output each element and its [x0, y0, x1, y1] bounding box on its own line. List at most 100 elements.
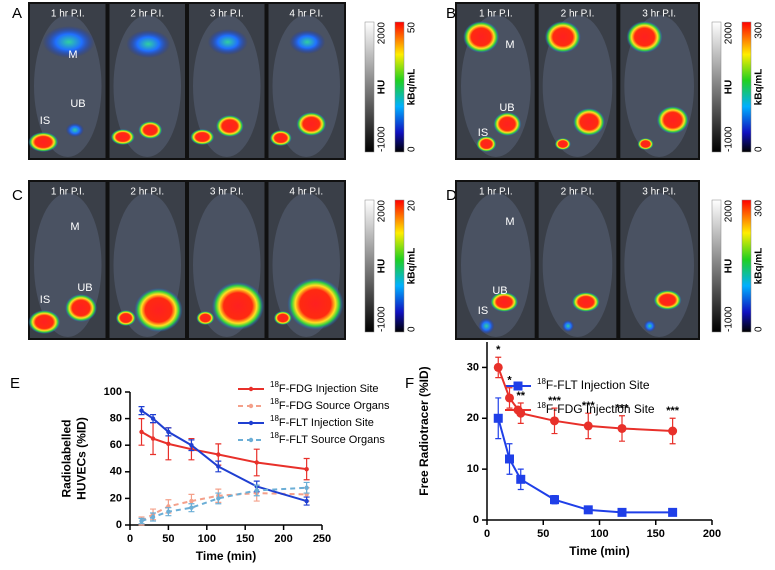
colorbar [741, 199, 752, 333]
colorbar-label: HU [724, 259, 735, 273]
y-tick-label: 80 [110, 413, 122, 425]
time-label: 2 hr P.I. [130, 187, 164, 198]
panel-label: A [12, 5, 22, 22]
ct-body [461, 193, 531, 337]
colorbar-tick: -1000 [377, 306, 388, 332]
colorbar-tick: 2000 [724, 22, 735, 45]
y-axis-label: HUVECs (%ID) [75, 417, 89, 500]
legend-entry: 18F-FDG Injection Site [270, 380, 379, 395]
ct-body [624, 193, 695, 337]
panel-label: E [10, 375, 20, 392]
uptake-spot [573, 108, 606, 136]
uptake-spot [637, 138, 654, 150]
legend-entry: 18F-FLT Injection Site [537, 377, 650, 393]
time-label: 1 hr P.I. [479, 187, 513, 198]
organ-label: UB [492, 285, 507, 297]
uptake-spot [215, 115, 244, 137]
data-point [166, 509, 171, 514]
colorbar-label: HU [724, 80, 735, 94]
time-label: 3 hr P.I. [210, 9, 244, 20]
data-point [550, 416, 559, 426]
uptake-spot [493, 112, 522, 136]
uptake-spot [42, 26, 95, 58]
uptake-spot [643, 320, 656, 332]
legend-marker [248, 386, 254, 392]
organ-label: M [70, 221, 79, 233]
time-label: 3 hr P.I. [642, 9, 676, 20]
data-point [254, 460, 259, 465]
colorbar [364, 199, 375, 333]
data-point [617, 507, 627, 517]
data-point [668, 426, 678, 436]
data-point [189, 443, 194, 448]
x-axis-label: Time (min) [569, 544, 629, 558]
uptake-spot [296, 112, 327, 136]
x-tick-label: 0 [127, 533, 133, 545]
time-label: 2 hr P.I. [561, 9, 595, 20]
colorbar-tick: 0 [407, 326, 418, 332]
colorbar-label: kBq/mL [754, 69, 765, 106]
uptake-spot [110, 129, 135, 145]
y-tick-label: 40 [110, 466, 122, 478]
time-label: 1 hr P.I. [479, 9, 513, 20]
colorbar-label: HU [377, 259, 388, 273]
uptake-spot [562, 320, 575, 332]
uptake-spot [211, 282, 264, 330]
time-label: 1 hr P.I. [51, 187, 85, 198]
uptake-spot [115, 310, 136, 326]
organ-label: M [505, 216, 514, 228]
time-label: 1 hr P.I. [51, 9, 85, 20]
data-point [150, 416, 156, 421]
colorbar-tick: 2000 [377, 22, 388, 45]
x-tick-label: 50 [537, 528, 549, 540]
uptake-spot [273, 311, 292, 325]
uptake-spot [207, 29, 248, 55]
x-tick-label: 0 [484, 528, 490, 540]
x-tick-label: 150 [647, 528, 665, 540]
y-tick-label: 20 [110, 492, 122, 504]
panel-label: B [446, 5, 456, 22]
y-tick-label: 0 [473, 514, 479, 526]
uptake-spot [554, 138, 571, 150]
colorbar-label: kBq/mL [754, 248, 765, 285]
data-point [189, 505, 194, 510]
panel-label: F [405, 375, 414, 392]
uptake-spot [490, 292, 519, 312]
colorbar-tick: 300 [754, 22, 765, 39]
organ-label: M [505, 39, 514, 51]
uptake-spot [544, 21, 581, 53]
uptake-spot [656, 106, 689, 134]
data-point [493, 413, 503, 423]
legend-marker [248, 437, 254, 443]
organ-label: M [68, 49, 77, 61]
colorbar-tick: 0 [407, 146, 418, 152]
uptake-spot [287, 278, 344, 330]
uptake-spot [463, 21, 500, 53]
colorbar-label: HU [377, 80, 388, 94]
x-tick-label: 250 [313, 533, 331, 545]
significance-marker: *** [548, 395, 562, 407]
y-tick-label: 10 [467, 463, 479, 475]
legend-entry: 18F-FLT Source Organs [270, 431, 385, 446]
data-point [304, 498, 309, 504]
colorbar-tick: 20 [407, 200, 418, 212]
data-point [583, 505, 593, 515]
colorbar-label: kBq/mL [407, 69, 418, 106]
time-label: 2 hr P.I. [561, 187, 595, 198]
organ-label: IS [40, 115, 50, 127]
data-point [150, 514, 156, 520]
uptake-spot [653, 290, 682, 310]
significance-marker: * [507, 375, 512, 387]
organ-label: IS [40, 294, 50, 306]
data-point [216, 464, 221, 469]
organ-label: UB [77, 282, 92, 294]
legend-entry: 18F-FDG Injection Site [537, 401, 655, 417]
data-point [583, 421, 593, 431]
significance-marker: * [496, 344, 501, 356]
x-tick-label: 150 [236, 533, 254, 545]
legend-entry: 18F-FDG Source Organs [270, 397, 390, 412]
colorbar-tick: 300 [754, 200, 765, 217]
x-tick-label: 50 [162, 533, 174, 545]
data-point [189, 498, 194, 504]
